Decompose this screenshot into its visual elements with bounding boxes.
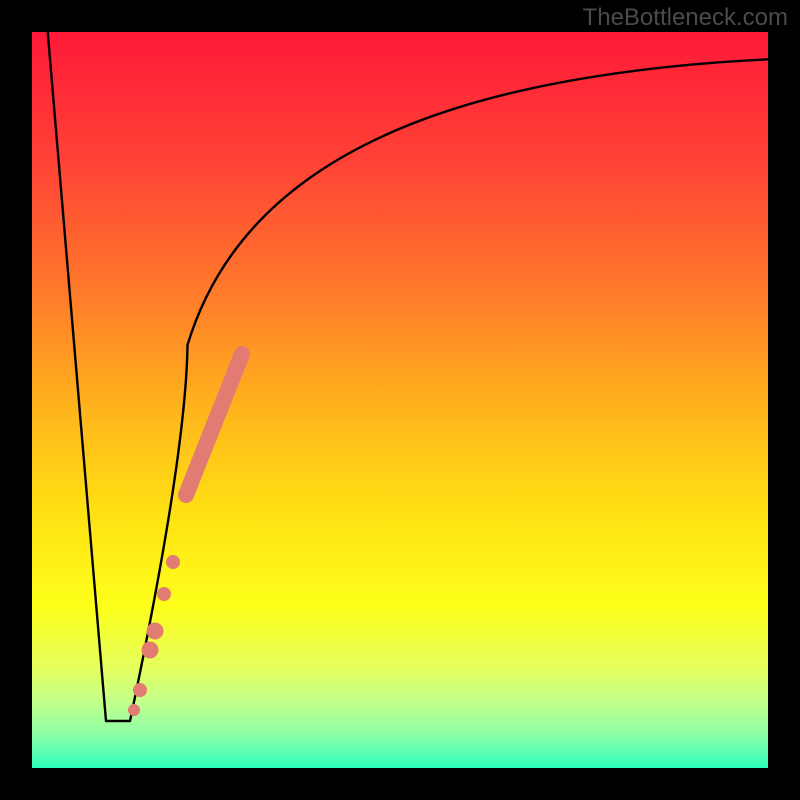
highlight-dot (166, 555, 180, 569)
highlight-dot (147, 623, 164, 640)
highlight-dot (133, 683, 147, 697)
highlight-dot (157, 587, 171, 601)
bottleneck-chart (0, 0, 800, 800)
highlight-dot (128, 704, 140, 716)
highlight-dot (142, 642, 159, 659)
